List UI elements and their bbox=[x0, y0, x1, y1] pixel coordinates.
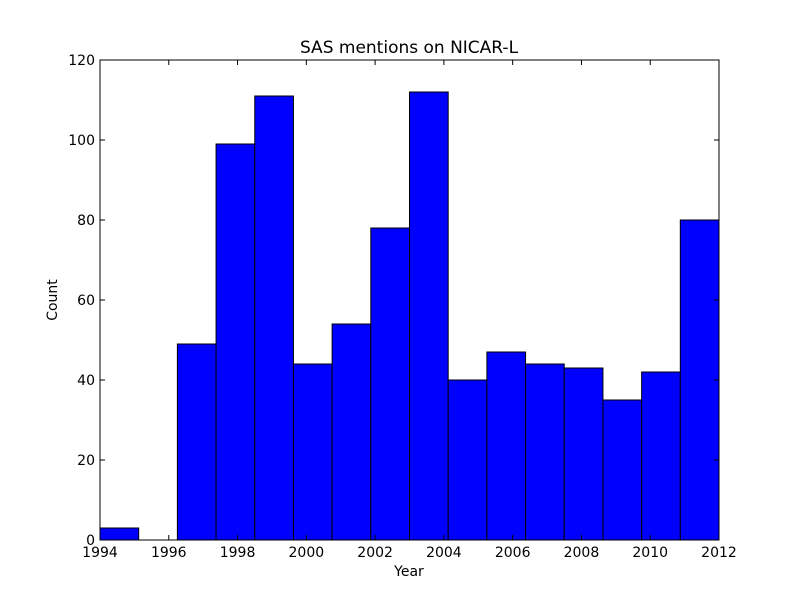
x-tick-label: 2008 bbox=[564, 545, 600, 561]
y-tick-label: 20 bbox=[77, 453, 95, 469]
bar-10 bbox=[486, 351, 527, 541]
x-tick-label: 2012 bbox=[701, 545, 737, 561]
bar-15 bbox=[679, 219, 720, 541]
x-axis-label: Year bbox=[393, 564, 424, 580]
bar-8 bbox=[409, 91, 449, 541]
bar-13 bbox=[602, 399, 643, 541]
bar-0 bbox=[99, 527, 140, 541]
bar-11 bbox=[525, 363, 565, 541]
bar-6 bbox=[331, 323, 372, 541]
x-tick-label: 2004 bbox=[426, 545, 462, 561]
x-axis-ticks: 1994 1996 1998 2000 2002 2004 2006 2008 2010 2012 bbox=[82, 60, 737, 561]
y-tick-label: 60 bbox=[77, 293, 95, 309]
x-tick-label: 1998 bbox=[220, 545, 256, 561]
bar-7 bbox=[370, 227, 410, 541]
chart-title: SAS mentions on NICAR-L bbox=[300, 38, 519, 58]
y-tick-label: 0 bbox=[86, 533, 95, 549]
bar-4 bbox=[254, 95, 294, 541]
bar-5 bbox=[292, 363, 333, 541]
y-tick-label: 100 bbox=[68, 133, 95, 149]
y-tick-label: 40 bbox=[77, 373, 95, 389]
y-tick-label: 120 bbox=[68, 53, 95, 69]
x-tick-label: 2000 bbox=[289, 545, 325, 561]
x-tick-label: 1996 bbox=[151, 545, 187, 561]
x-tick-label: 2006 bbox=[495, 545, 531, 561]
bar-9 bbox=[447, 379, 488, 541]
x-tick-label: 1994 bbox=[82, 545, 118, 561]
bar-14 bbox=[641, 371, 681, 541]
y-tick-label: 80 bbox=[77, 213, 95, 229]
x-tick-label: 2002 bbox=[357, 545, 393, 561]
bar-2 bbox=[176, 343, 217, 541]
y-axis-label: Count bbox=[45, 279, 61, 321]
x-tick-label: 2010 bbox=[632, 545, 668, 561]
bar-12 bbox=[563, 367, 604, 541]
bar-3 bbox=[215, 143, 256, 541]
bars-group bbox=[99, 91, 720, 541]
y-axis-ticks: 0 20 40 60 80 100 120 bbox=[68, 53, 719, 549]
